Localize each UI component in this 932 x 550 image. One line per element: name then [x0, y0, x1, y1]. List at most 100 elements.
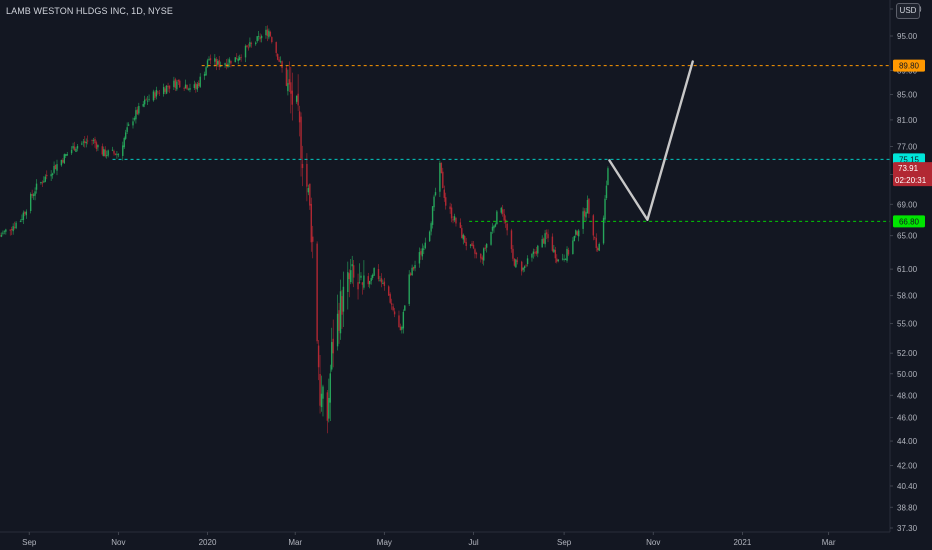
candle-body-155 — [316, 243, 318, 342]
candle-body-250 — [510, 230, 513, 250]
candle-body-253 — [515, 259, 517, 268]
candle-body-279 — [567, 249, 570, 255]
candle-body-227 — [462, 234, 464, 240]
candle-body-88 — [177, 80, 179, 82]
candle-body-89 — [179, 80, 181, 88]
candle-body-17 — [32, 194, 35, 196]
candle-body-267 — [544, 233, 546, 245]
candle-body-78 — [157, 91, 159, 93]
candle-body-21 — [41, 182, 44, 184]
candle-body-122 — [247, 47, 250, 49]
candle-body-233 — [474, 249, 476, 254]
candle-body-96 — [195, 83, 197, 89]
candle-body-244 — [496, 211, 498, 225]
candle-body-47 — [94, 139, 96, 144]
tag-level-2-box — [893, 215, 925, 228]
candle-body-264 — [537, 245, 539, 254]
currency-badge[interactable]: USD — [896, 3, 920, 19]
candle-body-254 — [516, 260, 519, 262]
candle-body-119 — [240, 57, 242, 59]
candle-body-27 — [53, 165, 55, 173]
candle-body-296 — [604, 198, 606, 220]
candle-body-92 — [186, 85, 188, 90]
candles-layer — [0, 25, 609, 434]
candle-body-12 — [22, 212, 25, 220]
candle-body-23 — [44, 176, 47, 182]
candle-body-98 — [198, 82, 200, 86]
candle-body-102 — [206, 60, 209, 68]
candle-body-171 — [348, 273, 350, 280]
candle-body-99 — [199, 76, 201, 87]
candle-body-11 — [21, 219, 23, 220]
time-axis[interactable]: Sep Nov 2020 Mar May Jul Sep Nov 2021 Mar — [0, 531, 890, 547]
candle-body-97 — [196, 84, 198, 90]
candle-body-86 — [174, 79, 177, 88]
candle-body-142 — [288, 79, 291, 85]
candle-body-282 — [575, 230, 577, 235]
candle-body-69 — [138, 105, 140, 114]
candle-body-75 — [152, 91, 155, 101]
tag-level-1-label: 75.15 — [899, 155, 920, 164]
candle-body-146 — [297, 93, 299, 106]
candle-body-132 — [268, 30, 270, 38]
candle-body-262 — [534, 252, 536, 254]
candle-body-205 — [418, 252, 421, 264]
candle-body-29 — [56, 164, 58, 171]
candle-body-164 — [332, 338, 334, 354]
candle-body-83 — [167, 86, 169, 88]
candle-body-201 — [409, 273, 412, 275]
candle-body-238 — [484, 247, 486, 249]
candle-body-153 — [310, 203, 312, 243]
candle-body-110 — [224, 63, 226, 66]
candle-body-136 — [276, 54, 279, 60]
candle-body-79 — [158, 92, 160, 94]
price-tick-label-16: 44.00 — [897, 437, 918, 446]
candle-body-31 — [62, 159, 64, 163]
candle-body-85 — [173, 80, 175, 87]
candle-body-121 — [246, 45, 248, 47]
candle-body-156 — [317, 345, 320, 368]
candle-body-188 — [382, 282, 384, 284]
candle-body-93 — [187, 89, 190, 91]
price-tick-label-10: 58.00 — [897, 292, 918, 301]
candle-body-18 — [34, 191, 36, 196]
candle-body-288 — [586, 199, 589, 214]
candle-body-133 — [269, 31, 272, 36]
candle-body-126 — [256, 36, 258, 42]
candle-body-35 — [70, 149, 73, 154]
candle-body-212 — [431, 206, 434, 225]
candle-body-80 — [162, 87, 165, 94]
candle-body-24 — [46, 174, 48, 177]
candle-body-197 — [401, 326, 403, 330]
candle-body-115 — [234, 57, 236, 63]
price-tick-label-4: 81.00 — [897, 116, 918, 125]
candle-body-90 — [183, 87, 185, 89]
price-tick-label-11: 55.00 — [897, 320, 918, 329]
candle-body-230 — [469, 244, 472, 246]
symbol-title: LAMB WESTON HLDGS INC, 1D, NYSE — [6, 6, 173, 16]
candle-body-192 — [390, 303, 393, 305]
candle-body-147 — [298, 111, 301, 123]
candle-body-48 — [95, 142, 98, 150]
candle-body-30 — [60, 159, 63, 166]
candle-body-100 — [203, 74, 206, 76]
candle-body-22 — [43, 181, 45, 183]
candle-body-134 — [271, 37, 273, 43]
price-tick-label-19: 38.80 — [897, 503, 918, 512]
candle-body-16 — [31, 194, 33, 196]
candle-body-74 — [148, 98, 150, 100]
candle-body-3 — [3, 230, 6, 232]
candle-body-198 — [402, 311, 405, 329]
candle-body-284 — [578, 230, 580, 237]
candle-body-131 — [266, 29, 269, 36]
candle-body-71 — [143, 99, 146, 105]
candle-body-283 — [576, 231, 578, 236]
candle-body-289 — [588, 198, 590, 214]
price-tick-label-15: 46.00 — [897, 414, 918, 423]
candle-body-43 — [85, 142, 87, 144]
candle-body-225 — [459, 222, 462, 228]
candle-body-54 — [107, 150, 109, 156]
tag-level-0-box — [893, 59, 925, 72]
candle-body-39 — [76, 145, 79, 149]
